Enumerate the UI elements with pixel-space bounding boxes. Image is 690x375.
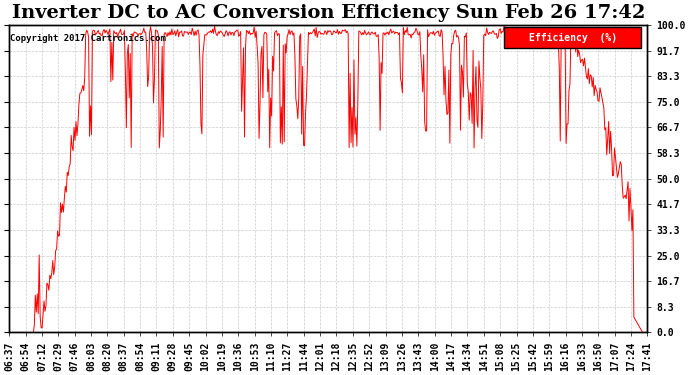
FancyBboxPatch shape bbox=[504, 27, 641, 48]
Text: Efficiency  (%): Efficiency (%) bbox=[529, 33, 617, 43]
Text: Copyright 2017 Cartronics.com: Copyright 2017 Cartronics.com bbox=[10, 34, 166, 44]
Title: Inverter DC to AC Conversion Efficiency Sun Feb 26 17:42: Inverter DC to AC Conversion Efficiency … bbox=[12, 4, 645, 22]
